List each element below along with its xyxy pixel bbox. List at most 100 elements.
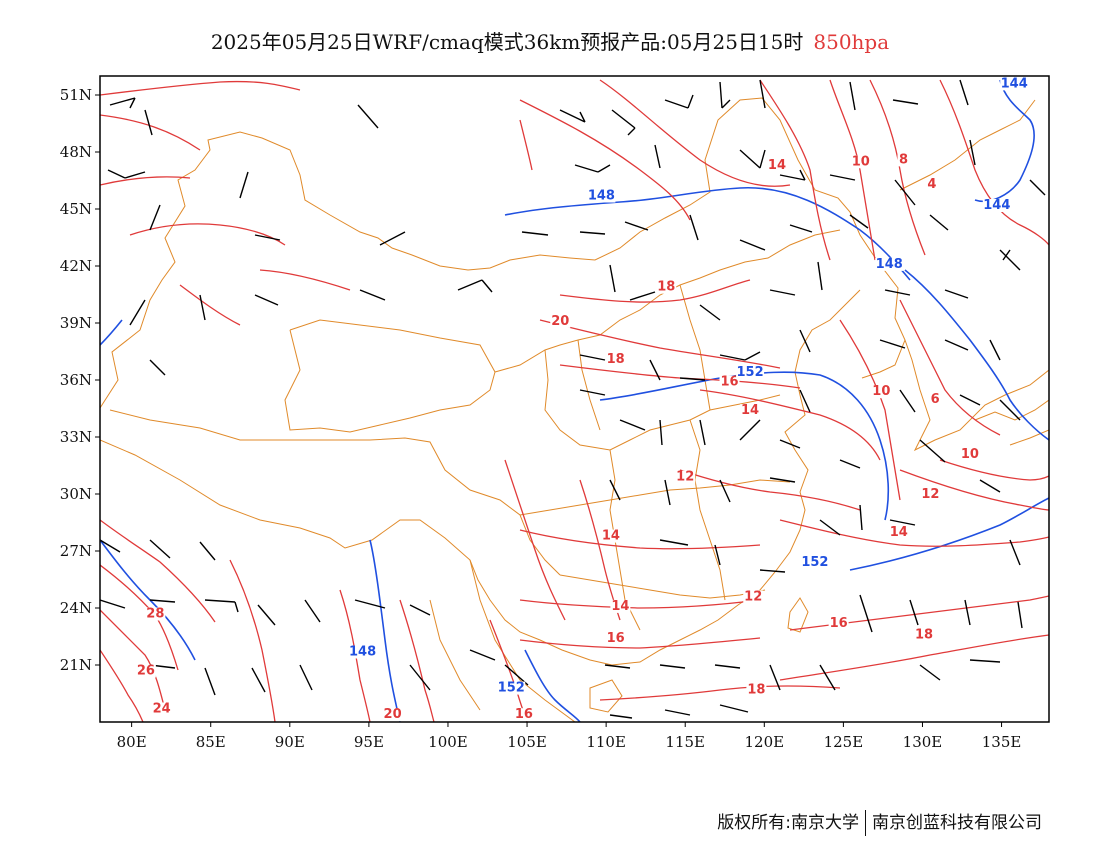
wind-barb xyxy=(679,377,706,381)
temperature-label: 14 xyxy=(741,403,759,418)
hainan-coast xyxy=(589,679,623,713)
map-plot-area xyxy=(100,76,1049,722)
temperature-label-bg xyxy=(550,314,571,328)
temp-contour-9 xyxy=(939,79,1049,246)
temperature-label: 16 xyxy=(515,707,533,722)
temperature-label-bg xyxy=(743,590,764,604)
temp-contour-7 xyxy=(829,79,876,261)
temperature-label-bg xyxy=(605,632,626,646)
geo-contour-148-sw xyxy=(369,539,401,722)
temp-contour-14 xyxy=(839,319,901,501)
wind-barb xyxy=(759,569,786,573)
geo-contour-152 xyxy=(599,371,890,521)
temperature-label-bg xyxy=(925,178,938,192)
temp-contour-30 xyxy=(229,559,276,722)
lat-tick-label: 36N xyxy=(60,371,92,389)
copyright-text: 版权所有:南京大学 xyxy=(717,813,859,833)
wind-barb xyxy=(149,204,161,231)
temperature-label: 18 xyxy=(607,352,625,367)
geopotential-label: 152 xyxy=(498,681,525,696)
lon-tick-label: 100E xyxy=(428,733,468,751)
temp-contour-15 xyxy=(899,299,1001,436)
temperature-label: 10 xyxy=(872,384,890,399)
lat-tick-label: 21N xyxy=(60,656,92,674)
wind-barb xyxy=(649,359,661,381)
wind-barb xyxy=(739,419,761,441)
wind-barb xyxy=(574,164,611,173)
temperature-label-bg xyxy=(382,708,403,722)
temperature-label-bg xyxy=(850,155,871,169)
temperature-label: 20 xyxy=(384,707,402,722)
copyright-footer: 版权所有:南京大学 南京创蓝科技有限公司 xyxy=(717,808,1042,836)
temperature-label-bg xyxy=(135,664,156,678)
map-title: 2025年05月25日WRF/cmaq模式36km预报产品:05月25日15时 8… xyxy=(0,26,1100,55)
wind-barb xyxy=(664,709,691,716)
map-frame xyxy=(99,75,1050,723)
geopotential-label-bg xyxy=(1000,77,1029,91)
wind-barb xyxy=(892,99,919,105)
lon-tick-label: 105E xyxy=(507,733,547,751)
temp-contour-11 xyxy=(539,319,781,369)
national-border xyxy=(100,97,906,409)
wind-barb xyxy=(239,171,249,199)
wind-barb xyxy=(909,599,919,626)
wind-barb xyxy=(859,594,873,633)
wind-barb xyxy=(659,539,689,546)
geo-contour-148-ne xyxy=(904,269,1049,441)
temperature-label: 12 xyxy=(744,589,762,604)
temp-contour-37 xyxy=(519,119,533,171)
wind-barb xyxy=(357,104,379,129)
wind-barb xyxy=(604,664,631,669)
temperature-label: 10 xyxy=(852,154,870,169)
temp-contour-17 xyxy=(899,469,1049,511)
provincial-lines-north xyxy=(284,319,496,433)
wind-barb xyxy=(769,477,796,483)
temperature-label-bg xyxy=(740,404,761,418)
temp-contour-38 xyxy=(504,459,566,621)
wind-barb xyxy=(257,604,276,626)
temp-contour-25 xyxy=(599,685,841,701)
temperature-label-bg xyxy=(605,352,626,366)
temperature-label-bg xyxy=(719,375,740,389)
wind-barb xyxy=(999,249,1021,271)
geopotential-label-bg xyxy=(497,681,526,695)
wind-barb xyxy=(199,541,216,561)
temperature-label: 14 xyxy=(611,599,629,614)
wind-barb xyxy=(100,599,126,609)
wind-barb xyxy=(739,149,766,169)
wind-barb xyxy=(354,599,386,609)
wind-barb xyxy=(719,479,731,503)
provincial-lines-se xyxy=(559,574,766,599)
japan-islands xyxy=(974,399,1049,446)
temp-contour-36 xyxy=(259,269,351,291)
wind-barb xyxy=(964,599,971,626)
temperature-label: 14 xyxy=(768,158,786,173)
wind-barbs xyxy=(100,79,1046,719)
wind-barb xyxy=(629,291,656,301)
temperature-label-bg xyxy=(828,617,849,630)
temp-contour-3 xyxy=(100,176,191,186)
temperature-label: 18 xyxy=(915,627,933,642)
wind-barb xyxy=(719,81,731,109)
temp-contour-29 xyxy=(100,649,144,722)
wind-barb xyxy=(689,214,699,241)
wind-barb xyxy=(959,79,969,106)
provincial-lines-central xyxy=(494,229,841,373)
temp-contour-1 xyxy=(100,80,301,96)
lon-tick-label: 95E xyxy=(354,733,384,751)
temperature-label-bg xyxy=(766,159,787,173)
wind-barb xyxy=(999,399,1021,421)
wind-barb xyxy=(144,109,153,136)
wind-barb xyxy=(609,714,633,719)
geopotential-label-bg xyxy=(736,366,765,380)
wind-barb xyxy=(799,329,811,353)
geopotential-label-bg xyxy=(800,556,829,570)
temp-contour-16 xyxy=(939,459,1049,481)
wind-barb xyxy=(879,339,906,349)
temp-contour-20 xyxy=(779,519,1049,547)
provincial-lines-south xyxy=(519,479,791,516)
geopotential-label-bg xyxy=(875,257,904,271)
temperature-label-bg xyxy=(920,487,941,501)
wind-barb xyxy=(929,214,949,231)
